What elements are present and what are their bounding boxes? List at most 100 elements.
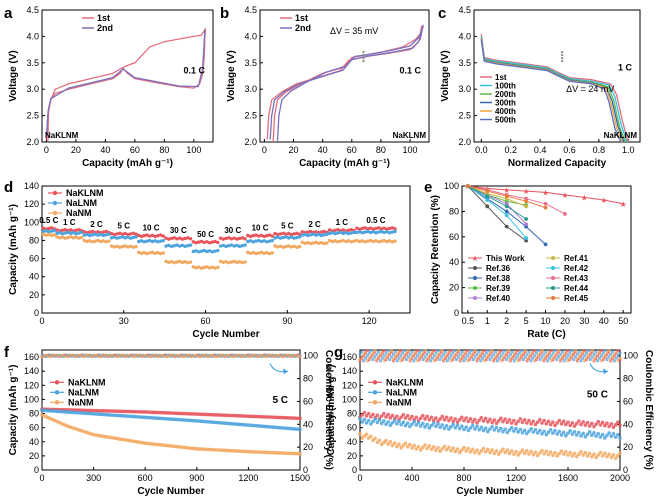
point-NaNM [303,241,307,246]
point-NaNM [257,251,261,255]
capacity-point-NaKLNM [566,420,570,424]
capacity-point-NaNM [473,450,477,455]
ce-point [367,351,371,355]
point-NaLNM [297,235,302,239]
ce-point [577,350,581,354]
y-tick-label: 120 [24,199,39,209]
y-tick-label: 20 [347,451,357,461]
capacity-point-NaKLNM [379,414,384,418]
point-NaKLNM [150,233,155,238]
retention-point-Ref.38 [504,209,509,214]
x-tick-label: 1200 [506,473,526,483]
capacity-point-NaLNM [427,426,432,430]
point-NaLNM [314,233,318,237]
point-NaLNM [393,229,397,234]
capacity-point-NaLNM [298,427,302,432]
capacity-point-NaKLNM [386,412,390,417]
y-tick-label: 60 [347,423,357,433]
ce-point [532,354,537,358]
rate-step-label: 10 C [143,223,160,232]
y-axis-title: Voltage (V) [8,50,19,101]
point-NaNM [346,239,351,243]
point-NaNM [63,236,67,240]
legend-label-300th: 300th [495,99,516,108]
ce-point [508,352,513,357]
capacity-point-NaKLNM [477,418,481,423]
point-NaKLNM [169,236,174,241]
point-NaLNM [300,233,305,237]
capacity-point-NaLNM [594,434,598,438]
point-NaKLNM [205,240,209,244]
point-NaKLNM [333,228,337,232]
x-axis-title: Rate (C) [527,329,565,340]
capacity-point-NaKLNM [533,422,538,427]
y-tick-label: 2.0 [244,137,257,147]
point-NaLNM [131,235,136,240]
capacity-point-NaNM [551,453,555,458]
retention-point-Ref.44 [504,204,509,209]
legend-label-NaNM: NaNM [68,397,94,407]
capacity-point-NaLNM [548,428,553,432]
capacity-point-NaLNM [423,425,427,429]
capacity-point-NaKLNM [557,418,562,423]
point-NaNM [336,240,340,244]
legend-marker [551,266,555,270]
star-marker: ★ [600,196,607,205]
legend-marker [54,390,60,395]
ce-point [480,356,485,360]
y-axis-title: Capacity (mAh g⁻¹) [8,204,19,295]
ce-point [560,350,565,354]
point-NaNM [134,244,138,249]
capacity-point-NaLNM [583,434,588,439]
capacity-point-NaKLNM [453,417,458,421]
ce-point [599,354,604,358]
rate-step-label: 50 C [197,230,214,239]
voltage-curve-1st [480,33,629,143]
point-NaNM [161,251,166,255]
y-tick-label: 80 [347,409,357,419]
capacity-point-NaKLNM [405,413,410,418]
capacity-point-NaLNM [579,434,583,438]
legend-label-1st: 1st [295,13,308,23]
point-NaNM [164,259,168,264]
capacity-point-NaLNM [364,421,369,425]
point-NaNM [58,236,62,240]
point-NaKLNM [104,229,108,234]
ce-point [419,348,423,353]
capacity-point-NaLNM [408,424,412,429]
point-NaLNM [109,236,114,240]
point-NaNM [300,240,305,245]
ce-point [618,356,622,360]
point-NaLNM [366,229,370,234]
y-tick-label: 120 [24,380,39,390]
point-NaNM [284,244,288,249]
capacity-point-NaNM [462,445,466,450]
plot-frame [41,185,411,314]
point-NaKLNM [137,233,141,238]
capacity-point-NaNM [516,453,520,457]
x-tick-label: 1 [485,316,490,326]
ce-point [497,356,501,360]
y-tick-label: 2.5 [458,111,471,121]
capacity-point-NaLNM [585,432,590,437]
capacity-point-NaLNM [531,430,536,434]
rate-step-label: 30 C [170,226,187,235]
point-NaLNM [194,249,198,253]
point-NaKLNM [115,232,119,236]
capacity-point-NaKLNM [544,422,549,426]
point-NaKLNM [284,232,288,236]
capacity-point-NaKLNM [518,417,523,421]
point-NaLNM [68,231,73,236]
point-NaNM [371,239,375,244]
point-NaKLNM [199,239,204,244]
capacity-point-NaNM [405,444,410,449]
x-tick-label: 0 [44,145,49,155]
capacity-point-NaKLNM [382,411,386,416]
ce-point [427,350,431,354]
capacity-point-NaKLNM [570,421,575,425]
ce-point [557,355,561,359]
capacity-point-NaNM [447,445,451,450]
x-tick-label: 10 [541,316,551,326]
y-axis-title: Capacity Retention (%) [430,195,441,304]
point-NaNM [273,244,277,248]
